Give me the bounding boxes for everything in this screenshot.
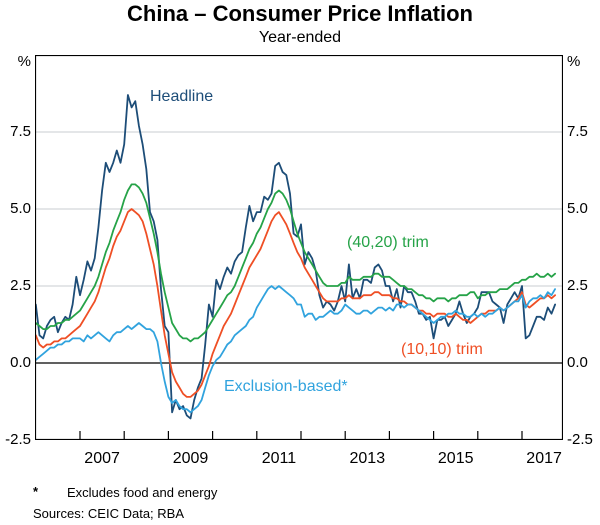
series-label-3: Exclusion-based*: [224, 378, 348, 395]
y-unit-right: %: [567, 53, 581, 70]
y-tick-label-left-5.0: 5.0: [10, 200, 31, 217]
series-line-3: [35, 285, 556, 414]
plot-frame: [35, 55, 563, 440]
y-tick-label-right-5.0: 5.0: [567, 200, 588, 217]
x-tick-label-2017: 2017: [526, 450, 562, 467]
y-tick-label-right-2.5: 2.5: [567, 277, 588, 294]
series-line-2: [35, 208, 556, 398]
series-line-0: [35, 94, 556, 420]
x-tick-label-2011: 2011: [261, 450, 297, 467]
y-tick-label-left--2.5: -2.5: [5, 431, 31, 448]
sources-line: Sources: CEIC Data; RBA: [33, 506, 184, 521]
series-line-1: [35, 183, 556, 343]
x-tick-label-2007: 2007: [84, 450, 120, 467]
series-label-1: (40,20) trim: [347, 234, 429, 251]
series-label-2: (10,10) trim: [401, 341, 483, 358]
series-label-0: Headline: [150, 88, 214, 105]
y-tick-label-left-0.0: 0.0: [10, 354, 31, 371]
y-tick-label-left-7.5: 7.5: [10, 123, 31, 140]
y-tick-label-left-2.5: 2.5: [10, 277, 31, 294]
line-chart-canvas: [35, 55, 563, 440]
y-unit-left: %: [17, 53, 31, 70]
y-tick-label-right-7.5: 7.5: [567, 123, 588, 140]
chart-subtitle: Year-ended: [258, 29, 342, 46]
plot-area: [35, 55, 563, 440]
y-tick-label-right-0.0: 0.0: [567, 354, 588, 371]
footnote-text: Excludes food and energy: [67, 485, 218, 500]
chart-title: China – Consumer Price Inflation: [127, 1, 473, 26]
x-tick-label-2009: 2009: [172, 450, 209, 467]
x-tick-label-2013: 2013: [349, 450, 386, 467]
x-tick-label-2015: 2015: [437, 450, 474, 467]
footnote-marker: *: [33, 484, 39, 499]
y-tick-label-right--2.5: -2.5: [567, 431, 593, 448]
